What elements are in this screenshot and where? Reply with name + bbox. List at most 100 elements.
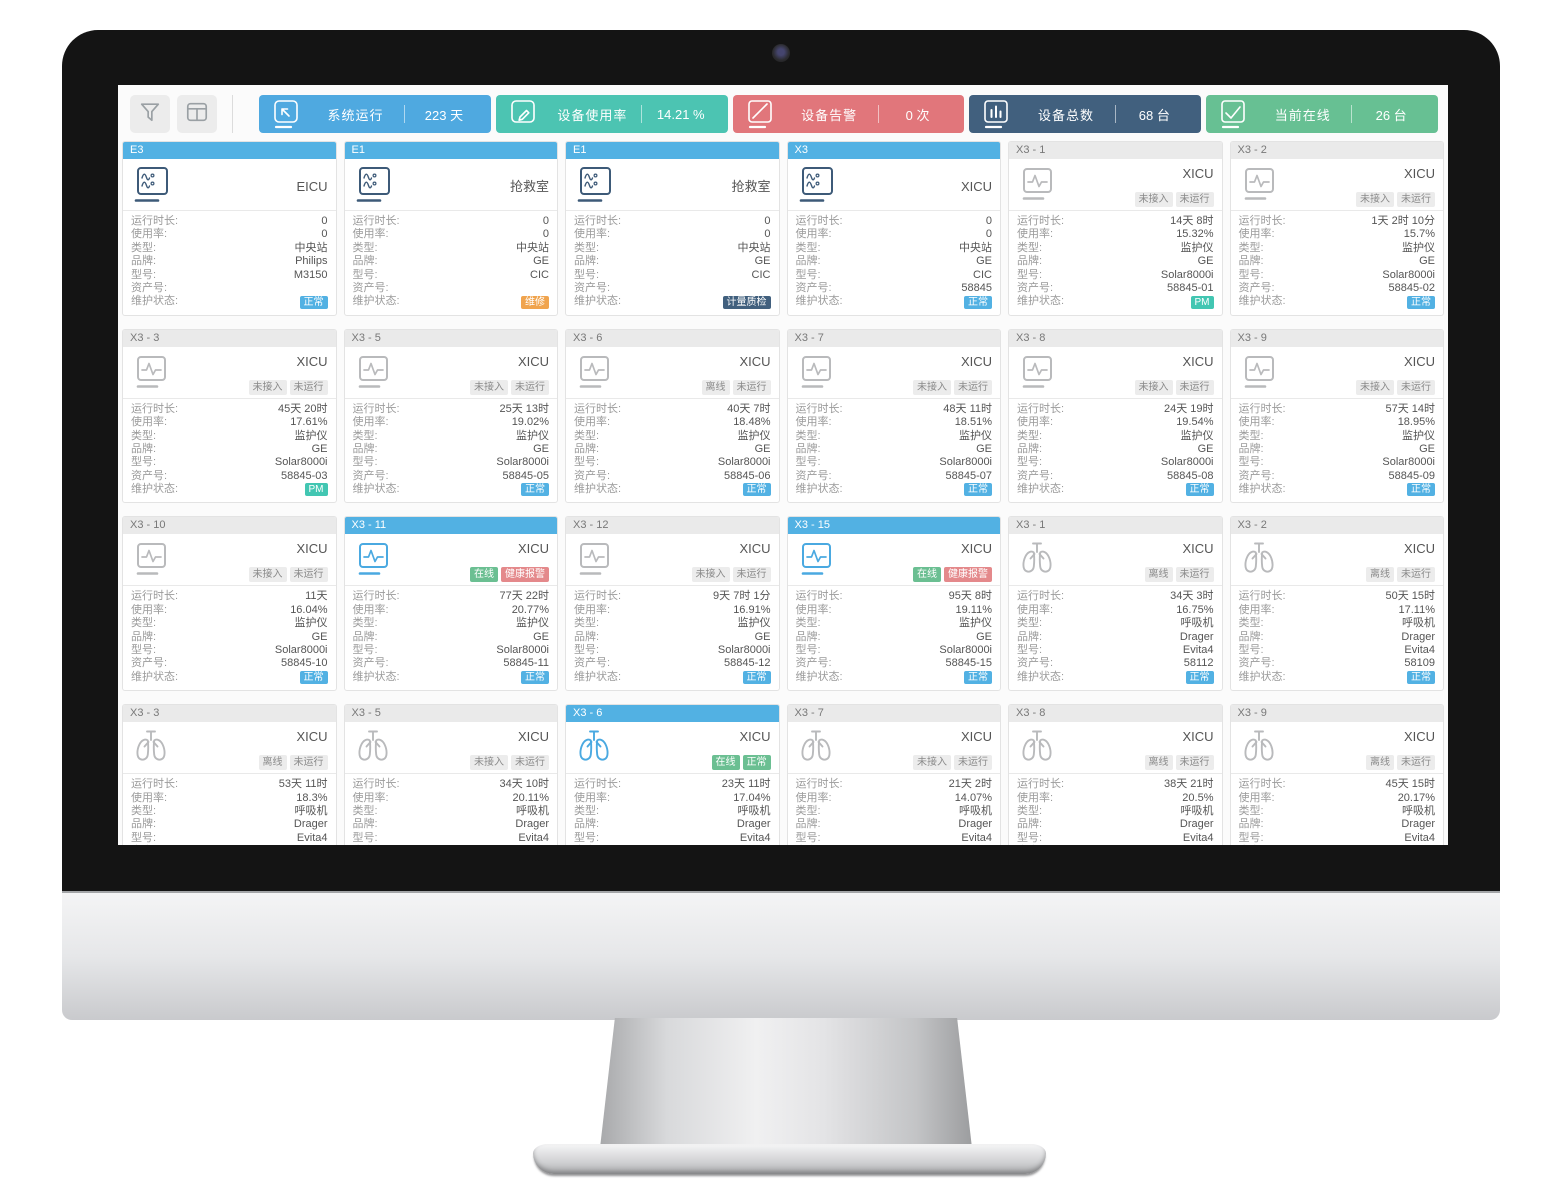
detail-value: GE: [1197, 442, 1214, 455]
device-card[interactable]: X3 - 5 XICU 未接入 未运行 运行时长: 34天 10时 使用率: 20.11…: [343, 704, 558, 845]
device-id: X3 - 9: [1237, 331, 1267, 344]
device-detail-row: 维护状态: 正常: [1239, 295, 1435, 309]
stat-device-alarms[interactable]: 设备告警 0 次: [732, 95, 965, 133]
device-card[interactable]: X3 - 8 XICU 未接入 未运行 运行时长: 24天 19时 使用率: 19.54…: [1008, 328, 1223, 504]
device-card[interactable]: E1 抢救室 运行时长: 0 使用率: 0 类型: 中央站 品牌: GE 型号: CIC 资产号: 维…: [565, 141, 780, 316]
device-state-badge: 未运行: [511, 379, 549, 395]
device-detail-row: 类型: 呼吸机: [1239, 617, 1436, 630]
device-card[interactable]: X3 - 7 XICU 未接入 未运行 运行时长: 21天 2时 使用率: 14.07%…: [786, 704, 1001, 845]
device-card-top: 抢救室: [566, 159, 779, 210]
device-detail-row: 使用率: 16.75%: [1017, 604, 1214, 617]
detail-label: 品牌:: [131, 630, 157, 643]
device-detail-row: 型号: Evita4: [1239, 644, 1436, 657]
monitor-stand-base: [533, 1144, 1046, 1174]
device-card-top: XICU 未接入 未运行: [123, 534, 336, 585]
detail-value: GE: [311, 442, 328, 455]
device-detail-row: 运行时长: 34天 10时: [353, 778, 550, 791]
device-detail-row: 维护状态: 正常: [574, 483, 771, 497]
detail-label: 使用率:: [131, 228, 168, 241]
device-card[interactable]: X3 - 8 XICU 离线 未运行 运行时长: 38天 21时 使用率: 20.5% 类…: [1008, 704, 1223, 845]
detail-label: 使用率:: [574, 228, 611, 241]
device-detail-row: 资产号: 58845-12: [574, 657, 771, 670]
device-details: 运行时长: 1天 2时 10分 使用率: 15.7% 类型: 监护仪 品牌: GE 型号: Sol…: [1231, 211, 1444, 315]
device-card[interactable]: X3 - 11 XICU 在线 健康报警 运行时长: 77天 22时 使用率: 20.7…: [343, 516, 558, 692]
maintenance-status-badge: 正常: [1185, 671, 1214, 684]
device-card[interactable]: X3 - 10 XICU 未接入 未运行 运行时长: 11天 使用率: 16.04% 类型…: [122, 516, 337, 692]
device-id: X3 - 6: [573, 707, 603, 720]
device-card-top-right: XICU 离线 未运行: [173, 728, 328, 771]
device-card[interactable]: X3 - 2 XICU 离线 未运行 运行时长: 50天 15时 使用率: 17.11%…: [1229, 516, 1444, 692]
detail-label: 型号:: [1238, 268, 1264, 281]
detail-value: 18.51%: [954, 416, 992, 429]
layout-button[interactable]: [177, 95, 217, 133]
device-state-badge: 未接入: [1356, 192, 1394, 207]
card-divider: [1009, 397, 1222, 399]
detail-value: Evita4: [1182, 644, 1214, 657]
device-card[interactable]: X3 XICU 运行时长: 0 使用率: 0 类型: 中央站 品牌: GE 型号: CIC 资产号:…: [786, 141, 1001, 316]
detail-label: 运行时长:: [1238, 402, 1286, 415]
device-card-top-right: XICU 未接入 未运行: [173, 540, 328, 583]
device-card[interactable]: X3 - 9 XICU 离线 未运行 运行时长: 45天 15时 使用率: 20.17%…: [1229, 704, 1444, 845]
device-detail-row: 运行时长: 77天 22时: [353, 590, 550, 603]
detail-label: 资产号:: [1238, 281, 1275, 294]
detail-value: 18.48%: [733, 416, 771, 429]
detail-label: 型号:: [574, 644, 600, 657]
device-detail-row: 资产号: 58845-06: [574, 470, 771, 483]
device-card[interactable]: X3 - 3 XICU 离线 未运行 运行时长: 53天 11时 使用率: 18.3% 类…: [122, 704, 337, 845]
detail-label: 维护状态:: [352, 670, 400, 683]
detail-label: 资产号:: [795, 469, 832, 482]
device-detail-row: 型号: Evita4: [353, 832, 550, 845]
device-detail-row: 运行时长: 34天 3时: [1017, 590, 1214, 603]
stat-system-uptime[interactable]: 系统运行 223 天: [259, 95, 491, 133]
detail-label: 运行时长:: [352, 590, 400, 603]
device-card[interactable]: X3 - 1 XICU 未接入 未运行 运行时长: 14天 8时 使用率: 15.32%…: [1008, 141, 1223, 316]
device-card[interactable]: X3 - 1 XICU 离线 未运行 运行时长: 34天 3时 使用率: 16.75% 类…: [1008, 516, 1223, 692]
device-card[interactable]: E1 抢救室 运行时长: 0 使用率: 0 类型: 中央站 品牌: GE 型号: CIC 资产号: 维…: [343, 141, 558, 316]
detail-label: 型号:: [574, 831, 600, 844]
device-details: 运行时长: 38天 21时 使用率: 20.5% 类型: 呼吸机 品牌: Drager 型号: E…: [1009, 774, 1222, 845]
device-card[interactable]: X3 - 6 XICU 离线 未运行 运行时长: 40天 7时 使用率: 18.48% 类…: [565, 328, 780, 504]
device-card[interactable]: X3 - 6 XICU 在线 正常 运行时长: 23天 11时 使用率: 17.04% 类…: [565, 704, 780, 845]
detail-label: 资产号:: [574, 657, 611, 670]
device-card[interactable]: X3 - 2 XICU 未接入 未运行 运行时长: 1天 2时 10分 使用率: 15.…: [1229, 141, 1444, 316]
device-state-badges: 未接入 未运行: [1356, 379, 1435, 395]
device-card-top-right: XICU: [838, 165, 992, 207]
device-id: X3 - 8: [1016, 707, 1046, 720]
device-card[interactable]: X3 - 3 XICU 未接入 未运行 运行时长: 45天 20时 使用率: 17.61…: [122, 328, 337, 504]
device-location: XICU: [739, 353, 771, 369]
stat-usage-rate[interactable]: 设备使用率 14.21 %: [495, 95, 728, 133]
detail-label: 维护状态:: [352, 295, 400, 308]
detail-value: GE: [976, 255, 992, 268]
device-card[interactable]: X3 - 12 XICU 未接入 未运行 运行时长: 9天 7时 1分 使用率: 16.…: [565, 516, 780, 692]
device-state-badges: 离线 未运行: [1366, 567, 1435, 583]
device-state-badge: 未运行: [954, 755, 992, 771]
detail-value: GE: [1197, 255, 1214, 268]
stat-online-now[interactable]: 当前在线 26 台: [1206, 95, 1438, 133]
detail-label: 型号:: [352, 831, 378, 844]
filter-button[interactable]: [130, 95, 170, 133]
device-card[interactable]: X3 - 5 XICU 未接入 未运行 运行时长: 25天 13时 使用率: 19.02…: [343, 328, 558, 504]
stat-device-total[interactable]: 设备总数 68 台: [969, 95, 1202, 133]
detail-value: 19.02%: [511, 416, 549, 429]
device-card[interactable]: E3 EICU 运行时长: 0 使用率: 0 类型: 中央站 品牌: Philips 型号: M3…: [122, 141, 337, 316]
device-state-badge: 正常: [742, 755, 771, 771]
detail-label: 品牌:: [1238, 442, 1264, 455]
device-detail-row: 使用率: 15.7%: [1239, 228, 1436, 241]
device-detail-row: 型号: Solar8000i: [796, 456, 993, 469]
device-card[interactable]: X3 - 9 XICU 未接入 未运行 运行时长: 57天 14时 使用率: 18.95…: [1229, 328, 1444, 504]
card-divider: [787, 773, 1000, 775]
device-detail-row: 资产号: 58845-01: [1017, 282, 1214, 295]
device-card[interactable]: X3 - 15 XICU 在线 健康报警 运行时长: 95天 8时 使用率: 19.11…: [786, 516, 1001, 692]
device-detail-row: 运行时长: 9天 7时 1分: [574, 590, 771, 603]
device-card[interactable]: X3 - 7 XICU 未接入 未运行 运行时长: 48天 11时 使用率: 18.51…: [786, 328, 1001, 504]
detail-label: 使用率:: [574, 791, 611, 804]
detail-label: 类型:: [1017, 429, 1043, 442]
device-detail-row: 维护状态: 正常: [1017, 671, 1214, 684]
detail-label: 品牌:: [352, 818, 378, 831]
detail-label: 型号:: [795, 644, 821, 657]
card-divider: [566, 210, 779, 211]
lungs-icon: [574, 728, 616, 770]
detail-label: 资产号:: [1017, 469, 1054, 482]
maintenance-status-badge: 正常: [521, 671, 549, 684]
device-details: 运行时长: 95天 8时 使用率: 19.11% 类型: 监护仪 品牌: GE 型号: Solar…: [788, 586, 1001, 690]
